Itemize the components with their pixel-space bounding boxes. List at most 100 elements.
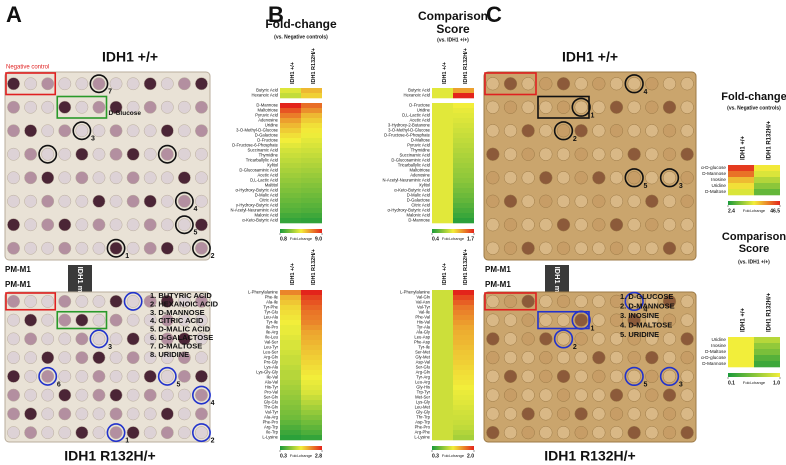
- well-circle: [89, 329, 109, 349]
- colorbar-label: Fold-change: [442, 453, 465, 458]
- row-label: D-Galactose: [255, 133, 279, 138]
- well: [126, 351, 140, 365]
- well: [7, 194, 20, 208]
- plate-label: PM-M1: [485, 265, 511, 274]
- well: [662, 241, 677, 255]
- heatmap-cell: [301, 430, 322, 436]
- row-label: D-Mannose: [702, 361, 726, 366]
- row-label: Leu-Met: [415, 405, 431, 410]
- row-label: Citric Acid: [259, 198, 278, 203]
- well: [609, 194, 624, 208]
- well: [680, 388, 694, 402]
- well: [195, 171, 208, 185]
- column-header: IDH1 R132H/+: [311, 249, 317, 285]
- heatmap-cell: [432, 163, 453, 169]
- heatmap-cell: [453, 340, 474, 346]
- heatmap-cell: [432, 340, 453, 346]
- well: [7, 426, 20, 440]
- heatmap-cell: [301, 325, 322, 331]
- well: [160, 147, 174, 161]
- well: [41, 313, 55, 327]
- well: [486, 332, 500, 346]
- heatmap-cell: [432, 420, 453, 426]
- heatmap-cell: [301, 415, 322, 421]
- well: [24, 332, 38, 346]
- row-label: Succinamic Acid: [400, 153, 431, 158]
- well: [92, 294, 106, 308]
- well: [503, 241, 518, 255]
- well-circle: [174, 191, 194, 211]
- heatmap-cell: [432, 400, 453, 406]
- heatmap-cell: [301, 290, 322, 296]
- well: [503, 77, 518, 91]
- heatmap-cell: [432, 370, 453, 376]
- well: [645, 77, 659, 91]
- well: [75, 369, 89, 383]
- heatmap-cell: [432, 345, 453, 351]
- heatmap-cell: [432, 188, 453, 194]
- well-number: 5: [644, 183, 648, 190]
- heatmap-cell: [280, 325, 301, 331]
- row-label: Inosine: [711, 177, 726, 182]
- heatmap-cell: [432, 93, 453, 99]
- well: [160, 332, 174, 346]
- well-circle: [624, 291, 644, 312]
- well-circle: [624, 366, 644, 387]
- well: [645, 313, 659, 327]
- heatmap-cell: [280, 335, 301, 341]
- list-item: 3. INOSINE: [620, 311, 659, 320]
- well: [109, 218, 123, 232]
- row-label: L-Lysine: [262, 435, 278, 440]
- row-label: Acetic Acid: [410, 118, 431, 123]
- well: [109, 171, 123, 185]
- well: [680, 100, 694, 114]
- heatmap-cell: [432, 425, 453, 431]
- plate: [4, 71, 211, 261]
- well: [680, 313, 694, 327]
- heatmap-cell: [432, 375, 453, 381]
- row-label: D-Fructose: [409, 103, 430, 108]
- heatmap-cell: [301, 213, 322, 219]
- heatmap-cell: [453, 208, 474, 214]
- heatmap-cell: [453, 310, 474, 316]
- well: [160, 313, 174, 327]
- well: [41, 194, 55, 208]
- well: [92, 332, 106, 346]
- heatmap-cell: [432, 435, 453, 441]
- heatmap-cell: [432, 113, 453, 119]
- column-header: IDH1 +/+: [290, 263, 296, 285]
- heatmap-cell: [301, 133, 322, 139]
- well: [539, 124, 553, 138]
- plate: [483, 291, 697, 443]
- column-header: IDH1 R132H/+: [311, 48, 317, 84]
- well-circle: [106, 423, 126, 443]
- well: [609, 218, 624, 232]
- heatmap-cell: [453, 93, 474, 99]
- heatmap-cell: [432, 395, 453, 401]
- row-label: α-Hydroxy-Butyric Acid: [236, 188, 279, 193]
- well: [41, 171, 55, 185]
- well: [75, 313, 89, 327]
- heatmap-cell: [301, 385, 322, 391]
- well: [126, 407, 140, 421]
- heatmap-cell: [432, 290, 453, 296]
- well: [143, 194, 157, 208]
- heatmap-cell: [754, 171, 780, 178]
- heatmap-cell: [432, 208, 453, 214]
- highlight-box: [56, 310, 108, 330]
- well: [75, 147, 89, 161]
- row-label: D-Maltose: [705, 349, 726, 354]
- row-label: Uridine: [711, 183, 726, 188]
- well-number: 2: [211, 438, 215, 445]
- well: [160, 171, 174, 185]
- row-label: His-Tyr: [265, 385, 279, 390]
- well: [627, 241, 641, 255]
- heatmap-cell: [432, 143, 453, 149]
- well: [539, 77, 553, 91]
- row-label: Arg-Gln: [416, 370, 431, 375]
- heatmap-cell: [754, 349, 780, 356]
- heatmap-cell: [280, 435, 301, 441]
- heatmap-cell: [453, 420, 474, 426]
- well: [177, 77, 191, 91]
- well: [486, 124, 500, 138]
